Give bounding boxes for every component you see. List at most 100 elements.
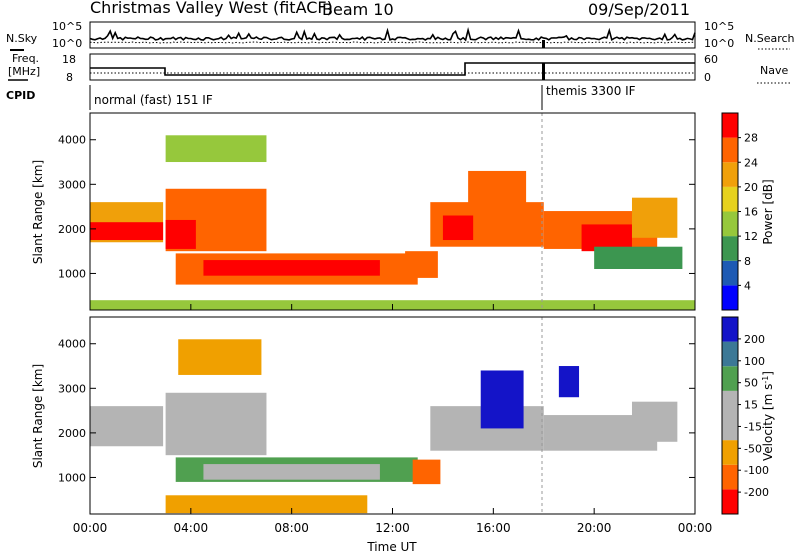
cpid-mode-2: themis 3300 IF xyxy=(546,84,636,98)
noise-left-tick-top: 10^5 xyxy=(52,20,82,33)
velocity-data xyxy=(90,339,678,514)
velocity-cbar-tick-2: 50 xyxy=(744,377,758,390)
cpid-row: CPID normal (fast) 151 IF themis 3300 IF xyxy=(6,84,636,110)
noise-search-trace xyxy=(89,41,695,44)
velocity-cbar-tick-6: -100 xyxy=(744,464,769,477)
power-cbar-tick-1: 8 xyxy=(744,255,751,268)
station-title: Christmas Valley West (fitACF) xyxy=(90,0,333,17)
noise-right-tick-bottom: 10^0 xyxy=(704,37,734,50)
velocity-cbar-swatch-3 xyxy=(722,415,738,441)
x-axis-label: Time UT xyxy=(366,540,417,554)
velocity-cbar-tick-5: -50 xyxy=(744,442,762,455)
velocity-region-0 xyxy=(90,406,164,447)
power-ytick-2: 3000 xyxy=(58,178,86,191)
power-cbar-swatch-5 xyxy=(722,162,738,187)
velocity-region-7 xyxy=(558,366,580,398)
power-ylabel: Slant Range [km] xyxy=(31,160,45,264)
velocity-cbar-swatch-5 xyxy=(722,366,738,391)
power-cbar-tick-6: 28 xyxy=(744,132,758,145)
velocity-ytick-3: 4000 xyxy=(58,338,86,351)
power-cbar-swatch-6 xyxy=(722,137,738,163)
velocity-region-3 xyxy=(203,464,380,480)
velocity-cbar-tick-4: -15 xyxy=(744,420,762,433)
velocity-cbar-swatch-2 xyxy=(722,440,738,465)
power-region-14 xyxy=(594,246,683,269)
freq-tick-top: 18 xyxy=(62,53,76,66)
velocity-panel: 1000 2000 3000 4000 Slant Range [km] 200 100… xyxy=(31,316,775,515)
power-cbar-swatch-1 xyxy=(722,260,738,286)
x-tick-4: 16:00 xyxy=(476,521,511,535)
power-region-6 xyxy=(165,135,267,163)
noise-gap-marker xyxy=(542,40,545,48)
velocity-region-6 xyxy=(480,370,524,429)
power-ytick-3: 4000 xyxy=(58,134,86,147)
power-ytick-1: 2000 xyxy=(58,223,86,236)
velocity-ytick-1: 2000 xyxy=(58,427,86,440)
power-data xyxy=(90,135,695,310)
nave-label: Nave xyxy=(760,64,788,77)
velocity-cbar-swatch-6 xyxy=(722,341,738,367)
power-region-13 xyxy=(631,197,678,238)
velocity-cbar-label-end: ] xyxy=(761,371,775,376)
noise-sky-trace xyxy=(89,26,696,42)
date-title: 09/Sep/2011 xyxy=(588,0,690,19)
velocity-region-9 xyxy=(631,401,678,442)
power-ytick-0: 1000 xyxy=(58,267,86,280)
velocity-ytick-2: 3000 xyxy=(58,382,86,395)
noise-left-label: N.Sky xyxy=(6,32,38,45)
power-region-7 xyxy=(405,251,438,278)
power-panel: 1000 2000 3000 4000 Slant Range [km] 4 8 12 16… xyxy=(31,112,775,311)
velocity-region-4 xyxy=(412,459,441,485)
x-tick-3: 12:00 xyxy=(375,521,410,535)
power-region-5 xyxy=(203,260,380,276)
x-tick-2: 08:00 xyxy=(274,521,309,535)
power-colorbar: 4 8 12 16 20 24 28 xyxy=(721,112,758,311)
freq-label-1: Freq. xyxy=(12,52,39,65)
velocity-cbar-tick-1: 100 xyxy=(744,355,765,368)
velocity-cbar-swatch-1 xyxy=(722,464,738,490)
velocity-ytick-0: 1000 xyxy=(58,471,86,484)
power-cbar-tick-0: 4 xyxy=(744,279,751,292)
nave-tick-bottom: 0 xyxy=(704,71,711,84)
freq-gap-marker xyxy=(542,63,545,80)
x-axis: 00:00 04:00 08:00 12:00 16:00 20:00 00:00 xyxy=(73,304,712,535)
noise-left-tick-bottom: 10^0 xyxy=(52,37,82,50)
nave-tick-top: 60 xyxy=(704,53,718,66)
power-cbar-swatch-4 xyxy=(722,186,738,212)
power-region-10 xyxy=(468,170,527,212)
velocity-cbar-swatch-4 xyxy=(722,390,738,416)
velocity-cbar-label: Velocity [m s-1] xyxy=(761,371,775,461)
power-cbar-tick-2: 12 xyxy=(744,230,758,243)
velocity-cbar-swatch-0 xyxy=(722,489,738,514)
power-region-1 xyxy=(90,222,164,241)
power-cbar-tick-3: 16 xyxy=(744,206,758,219)
velocity-cbar-swatch-7 xyxy=(722,317,738,342)
power-cbar-swatch-7 xyxy=(722,113,738,138)
velocity-cbar-label-sup: -1 xyxy=(761,376,770,384)
freq-label-2: [MHz] xyxy=(8,65,40,78)
velocity-region-10 xyxy=(165,495,368,514)
cpid-label: CPID xyxy=(6,89,35,102)
x-tick-0: 00:00 xyxy=(73,521,108,535)
velocity-cbar-label-main: Velocity [m s xyxy=(761,384,775,461)
power-region-3 xyxy=(165,219,196,249)
x-tick-1: 04:00 xyxy=(174,521,209,535)
power-cbar-label: Power [dB] xyxy=(761,179,775,244)
freq-trace xyxy=(90,62,695,76)
velocity-ylabel: Slant Range [km] xyxy=(31,364,45,468)
velocity-cbar-tick-0: 200 xyxy=(744,333,765,346)
power-cbar-tick-5: 24 xyxy=(744,156,758,169)
noise-panel: N.Sky 10^5 10^0 10^5 10^0 N.Search xyxy=(6,20,795,51)
power-cbar-swatch-3 xyxy=(722,211,738,237)
beam-title: Beam 10 xyxy=(322,0,394,19)
freq-panel: Freq. [MHz] 18 8 60 0 Nave xyxy=(8,52,790,84)
velocity-region-11 xyxy=(178,339,262,375)
x-tick-5: 20:00 xyxy=(577,521,612,535)
noise-right-label: N.Search xyxy=(745,32,795,45)
power-cbar-tick-4: 20 xyxy=(744,181,758,194)
power-cbar-swatch-0 xyxy=(722,285,738,310)
power-cbar-swatch-2 xyxy=(722,236,738,261)
velocity-region-1 xyxy=(165,392,267,456)
velocity-colorbar: 200 100 50 15 -15 -50 -100 -200 xyxy=(721,316,769,515)
